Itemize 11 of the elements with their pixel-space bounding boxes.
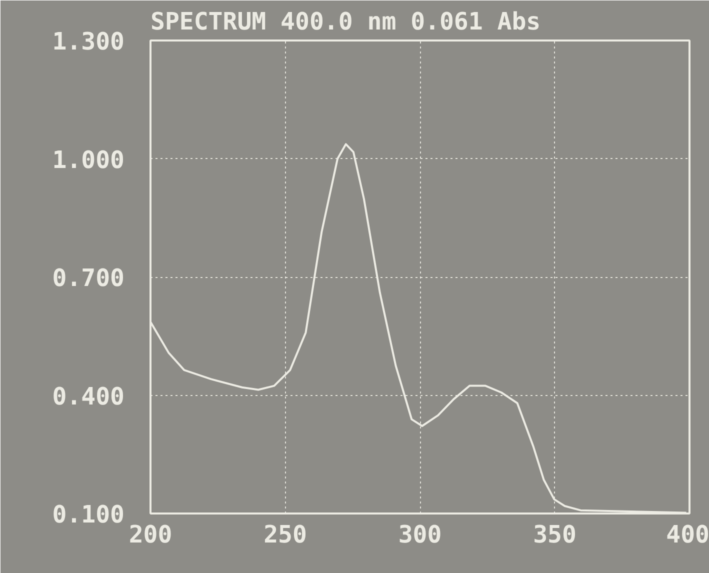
x-tick-label: 350 [533,520,576,548]
y-tick-label: 1.300 [52,28,125,56]
x-tick-label: 400 [666,520,709,548]
x-tick-label: 250 [264,520,307,548]
x-tick-label: 300 [398,520,442,548]
x-tick-label: 200 [128,520,172,548]
y-tick-label: 0.400 [52,382,125,410]
y-tick-label: 0.100 [52,500,125,528]
y-tick-label: 1.000 [52,146,125,174]
y-tick-label: 0.700 [52,264,125,292]
chart-title: SPECTRUM 400.0 nm 0.061 Abs [150,8,541,36]
